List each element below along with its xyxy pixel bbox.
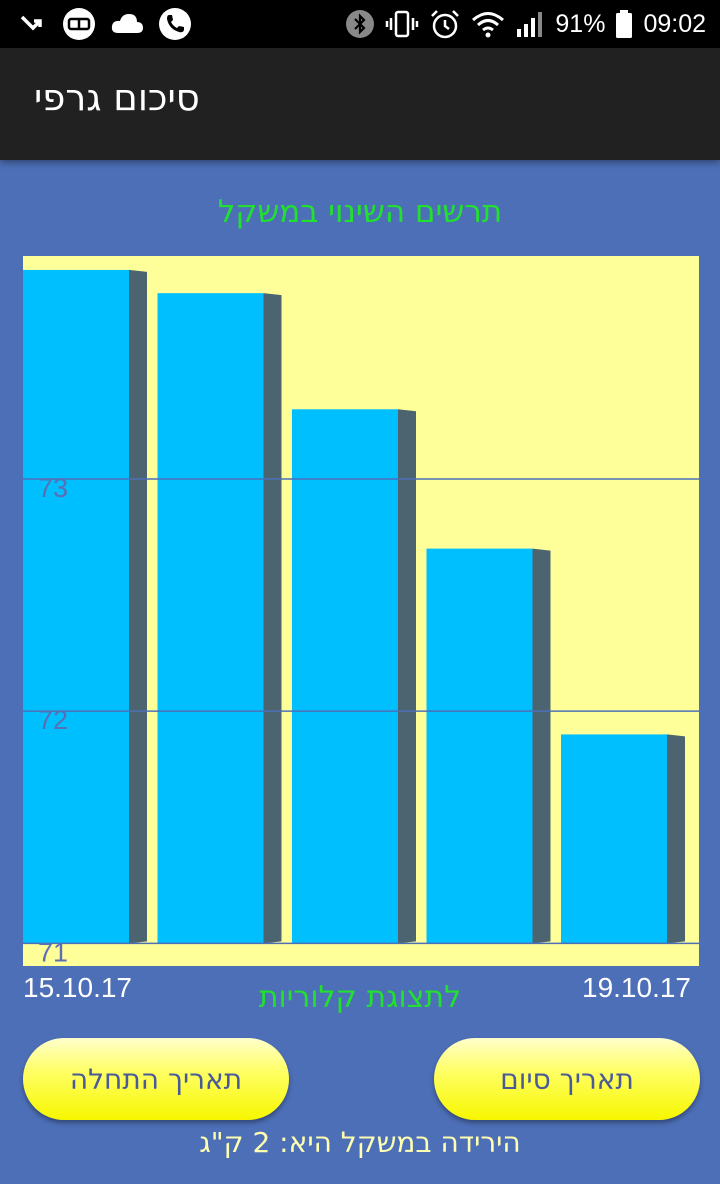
signal-icon	[517, 12, 543, 37]
chart-title: תרשים השינוי במשקל	[217, 194, 503, 230]
bar-shadow	[398, 409, 416, 944]
bar	[292, 409, 398, 944]
bar-shadow	[667, 734, 685, 944]
vibrate-icon	[386, 10, 419, 38]
phone-icon	[159, 8, 191, 40]
status-bar: 91% 09:02	[0, 0, 720, 48]
bar-shadow	[129, 269, 147, 944]
weight-loss-summary: הירידה במשקל היא: 2 ק"ג	[199, 1126, 521, 1159]
alarm-icon	[431, 10, 460, 39]
missed-call-icon	[20, 15, 42, 31]
start-date-button[interactable]: תאריך התחלה	[23, 1038, 289, 1120]
weight-chart: 73 72 71	[23, 256, 699, 966]
y-tick-label: 72	[38, 705, 68, 735]
y-tick-label: 71	[38, 937, 68, 966]
bar-shadow	[532, 548, 551, 944]
system-icons: 91% 09:02	[345, 8, 706, 40]
battery-percent: 91%	[555, 10, 606, 38]
bar	[426, 548, 533, 944]
end-date-label: 19.10.17	[582, 972, 691, 1003]
battery-icon	[616, 10, 633, 38]
cloud-icon	[111, 14, 143, 33]
end-date-button[interactable]: תאריך סיום	[434, 1038, 700, 1120]
wifi-icon	[472, 12, 505, 38]
notification-icons	[18, 8, 192, 40]
clock: 09:02	[643, 10, 706, 38]
page-title: סיכום גרפי	[34, 76, 200, 119]
bluetooth-icon	[346, 10, 375, 38]
bar-shadow	[263, 293, 282, 944]
calorie-view-link[interactable]: לתצוגת קלוריות	[258, 980, 462, 1015]
y-tick-label: 73	[38, 473, 68, 503]
app-badge-icon	[63, 8, 95, 40]
bar	[157, 293, 264, 944]
app-bar: סיכום גרפי	[0, 48, 720, 160]
bar	[23, 269, 129, 944]
bar	[561, 734, 667, 944]
start-date-label: 15.10.17	[23, 972, 132, 1003]
